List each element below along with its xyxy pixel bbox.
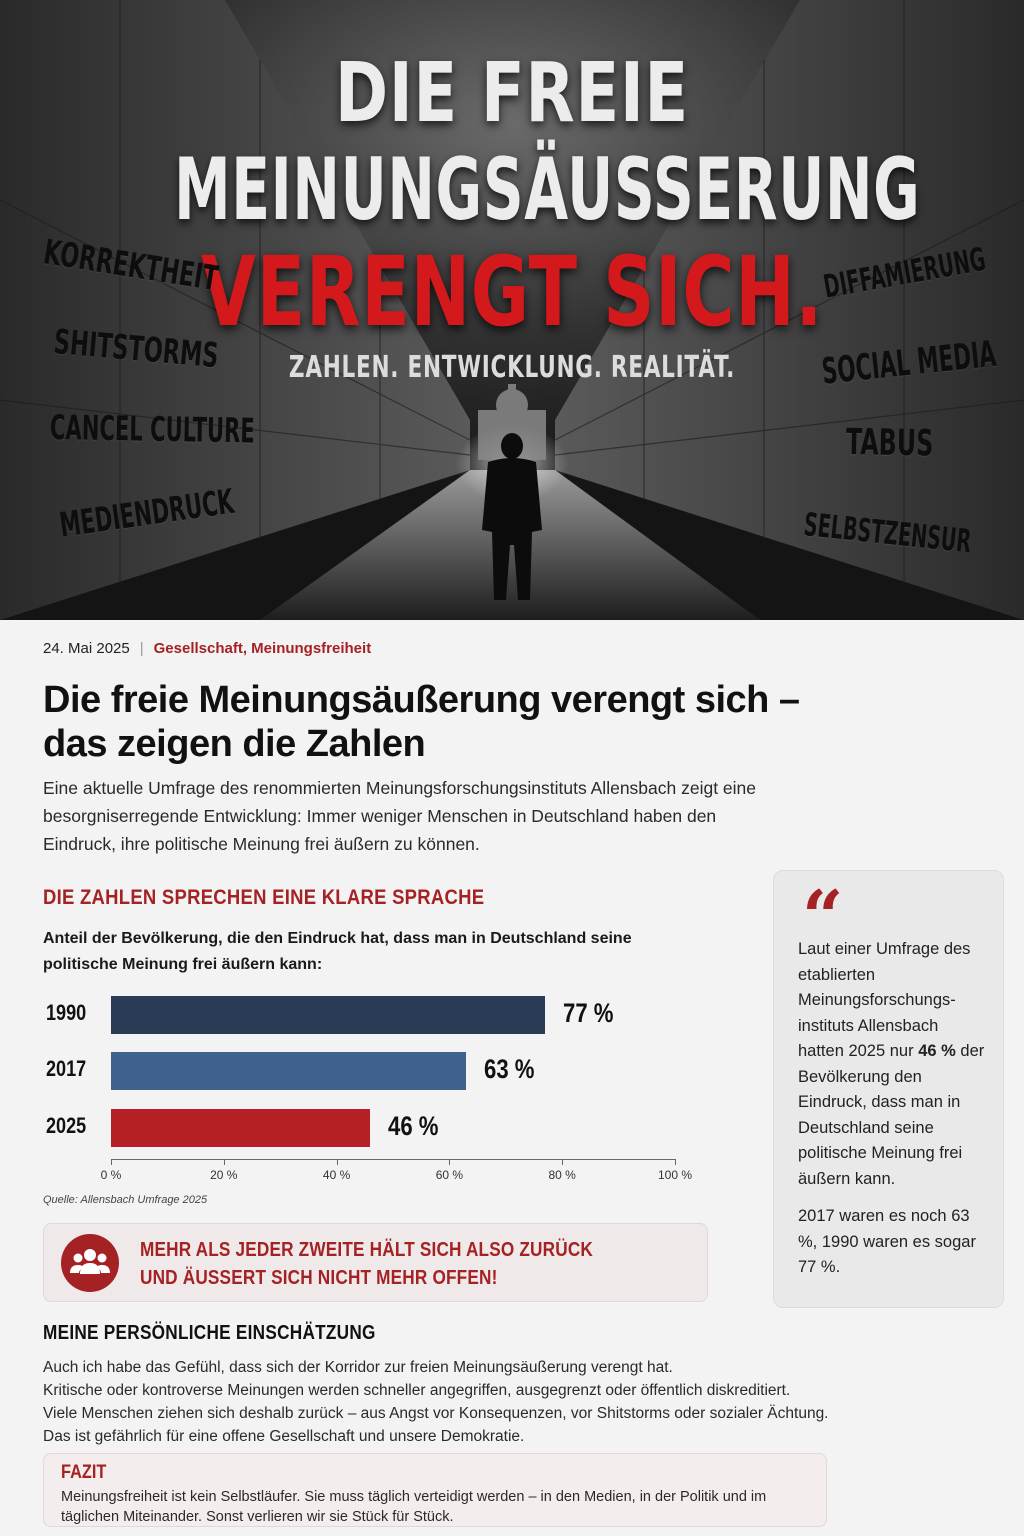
- quote-highlight: 46 %: [918, 1042, 956, 1060]
- quote-paragraph-1: Laut einer Umfrage des etablierten Meinu…: [798, 937, 988, 1192]
- hero-subtitle: ZAHLEN. ENTWICKLUNG. REALITÄT.: [288, 350, 736, 385]
- quote-text-before: Laut einer Umfrage des etablierten Meinu…: [798, 940, 971, 1060]
- x-tick-label: 40 %: [322, 1168, 351, 1182]
- callout-text: MEHR ALS JEDER ZWEITE HÄLT SICH ALSO ZUR…: [140, 1239, 594, 1289]
- bar-1990: [111, 996, 546, 1034]
- x-tick-label: 60 %: [435, 1168, 464, 1182]
- quote-mark-icon: “: [802, 874, 844, 959]
- x-tick: [111, 1159, 112, 1165]
- opinion-line: Viele Menschen ziehen sich deshalb zurüc…: [43, 1405, 829, 1422]
- bar-category-label-2017: 2017: [46, 1056, 87, 1081]
- quote-text-after: der Bevölkerung den Eindruck, dass man i…: [798, 1042, 985, 1188]
- group-icon: [61, 1234, 119, 1292]
- x-tick: [675, 1159, 676, 1165]
- quote-box: “ Laut einer Umfrage des etablierten Mei…: [773, 870, 1004, 1308]
- opinion-heading: MEINE PERSÖNLICHE EINSCHÄTZUNG: [43, 1322, 376, 1344]
- bar-value-label-1990: 77 %: [563, 998, 614, 1028]
- x-tick: [449, 1159, 451, 1165]
- x-tick: [223, 1159, 225, 1165]
- x-tick-label: 0 %: [100, 1168, 122, 1182]
- x-tick-label: 80 %: [548, 1168, 576, 1182]
- hero-corridor-image: [0, 0, 1024, 620]
- opinion-line: Auch ich habe das Gefühl, dass sich der …: [43, 1359, 673, 1376]
- bar-value-label-2025: 46 %: [388, 1111, 439, 1141]
- article-intro: Eine aktuelle Umfrage des renommierten M…: [43, 778, 757, 854]
- bar-2025: [111, 1109, 371, 1147]
- wall-word-cancel-culture: CANCEL CULTURE: [49, 408, 256, 452]
- hero-title-line2: MEINUNGSÄUßERUNG: [174, 140, 921, 240]
- x-tick: [336, 1159, 338, 1165]
- fazit-text: Meinungsfreiheit ist kein Selbstläufer. …: [61, 1489, 767, 1525]
- opinion-line: Das ist gefährlich für eine offene Gesel…: [43, 1428, 525, 1445]
- x-axis-line: [111, 1159, 675, 1160]
- bar-2017: [111, 1052, 467, 1090]
- fazit-heading: FAZIT: [61, 1462, 107, 1483]
- chart-question: Anteil der Bevölkerung, die den Eindruck…: [43, 930, 632, 973]
- key-callout: MEHR ALS JEDER ZWEITE HÄLT SICH ALSO ZUR…: [43, 1223, 708, 1302]
- person-silhouette: [482, 433, 542, 600]
- opinion-line: Kritische oder kontroverse Meinungen wer…: [43, 1382, 791, 1399]
- article-headline: Die freie Meinungsäußerung verengt sich …: [43, 679, 800, 765]
- x-tick-label: 100 %: [657, 1168, 693, 1182]
- hero-title-line1: DIE FREIE: [335, 46, 689, 141]
- x-tick: [562, 1159, 564, 1165]
- wall-word-tabus: TABUS: [845, 422, 934, 465]
- bar-category-label-2025: 2025: [46, 1113, 87, 1138]
- x-tick-label: 20 %: [210, 1168, 238, 1182]
- fazit-box: FAZIT Meinungsfreiheit ist kein Selbstlä…: [43, 1453, 827, 1527]
- article-categories[interactable]: Gesellschaft, Meinungsfreiheit: [153, 640, 372, 657]
- hero-banner: DIE FREIE MEINUNGSÄUßERUNG VERENGT SICH.…: [0, 0, 1024, 620]
- article-date: 24. Mai 2025: [43, 640, 130, 657]
- chart-section-heading: DIE ZAHLEN SPRECHEN EINE KLARE SPRACHE: [43, 886, 485, 909]
- quote-paragraph-2: 2017 waren es noch 63 %, 1990 waren es s…: [798, 1207, 976, 1276]
- article-meta: 24. Mai 2025 | Gesellschaft, Meinungsfreih…: [43, 640, 371, 657]
- bar-category-label-1990: 1990: [46, 1000, 87, 1025]
- opinion-text: Auch ich habe das Gefühl, dass sich der …: [43, 1356, 943, 1448]
- hero-title-line3: VERENGT SICH.: [200, 236, 824, 348]
- meta-separator: |: [139, 640, 144, 657]
- bar-value-label-2017: 63 %: [484, 1054, 535, 1084]
- chart-source: Quelle: Allensbach Umfrage 2025: [43, 1194, 208, 1206]
